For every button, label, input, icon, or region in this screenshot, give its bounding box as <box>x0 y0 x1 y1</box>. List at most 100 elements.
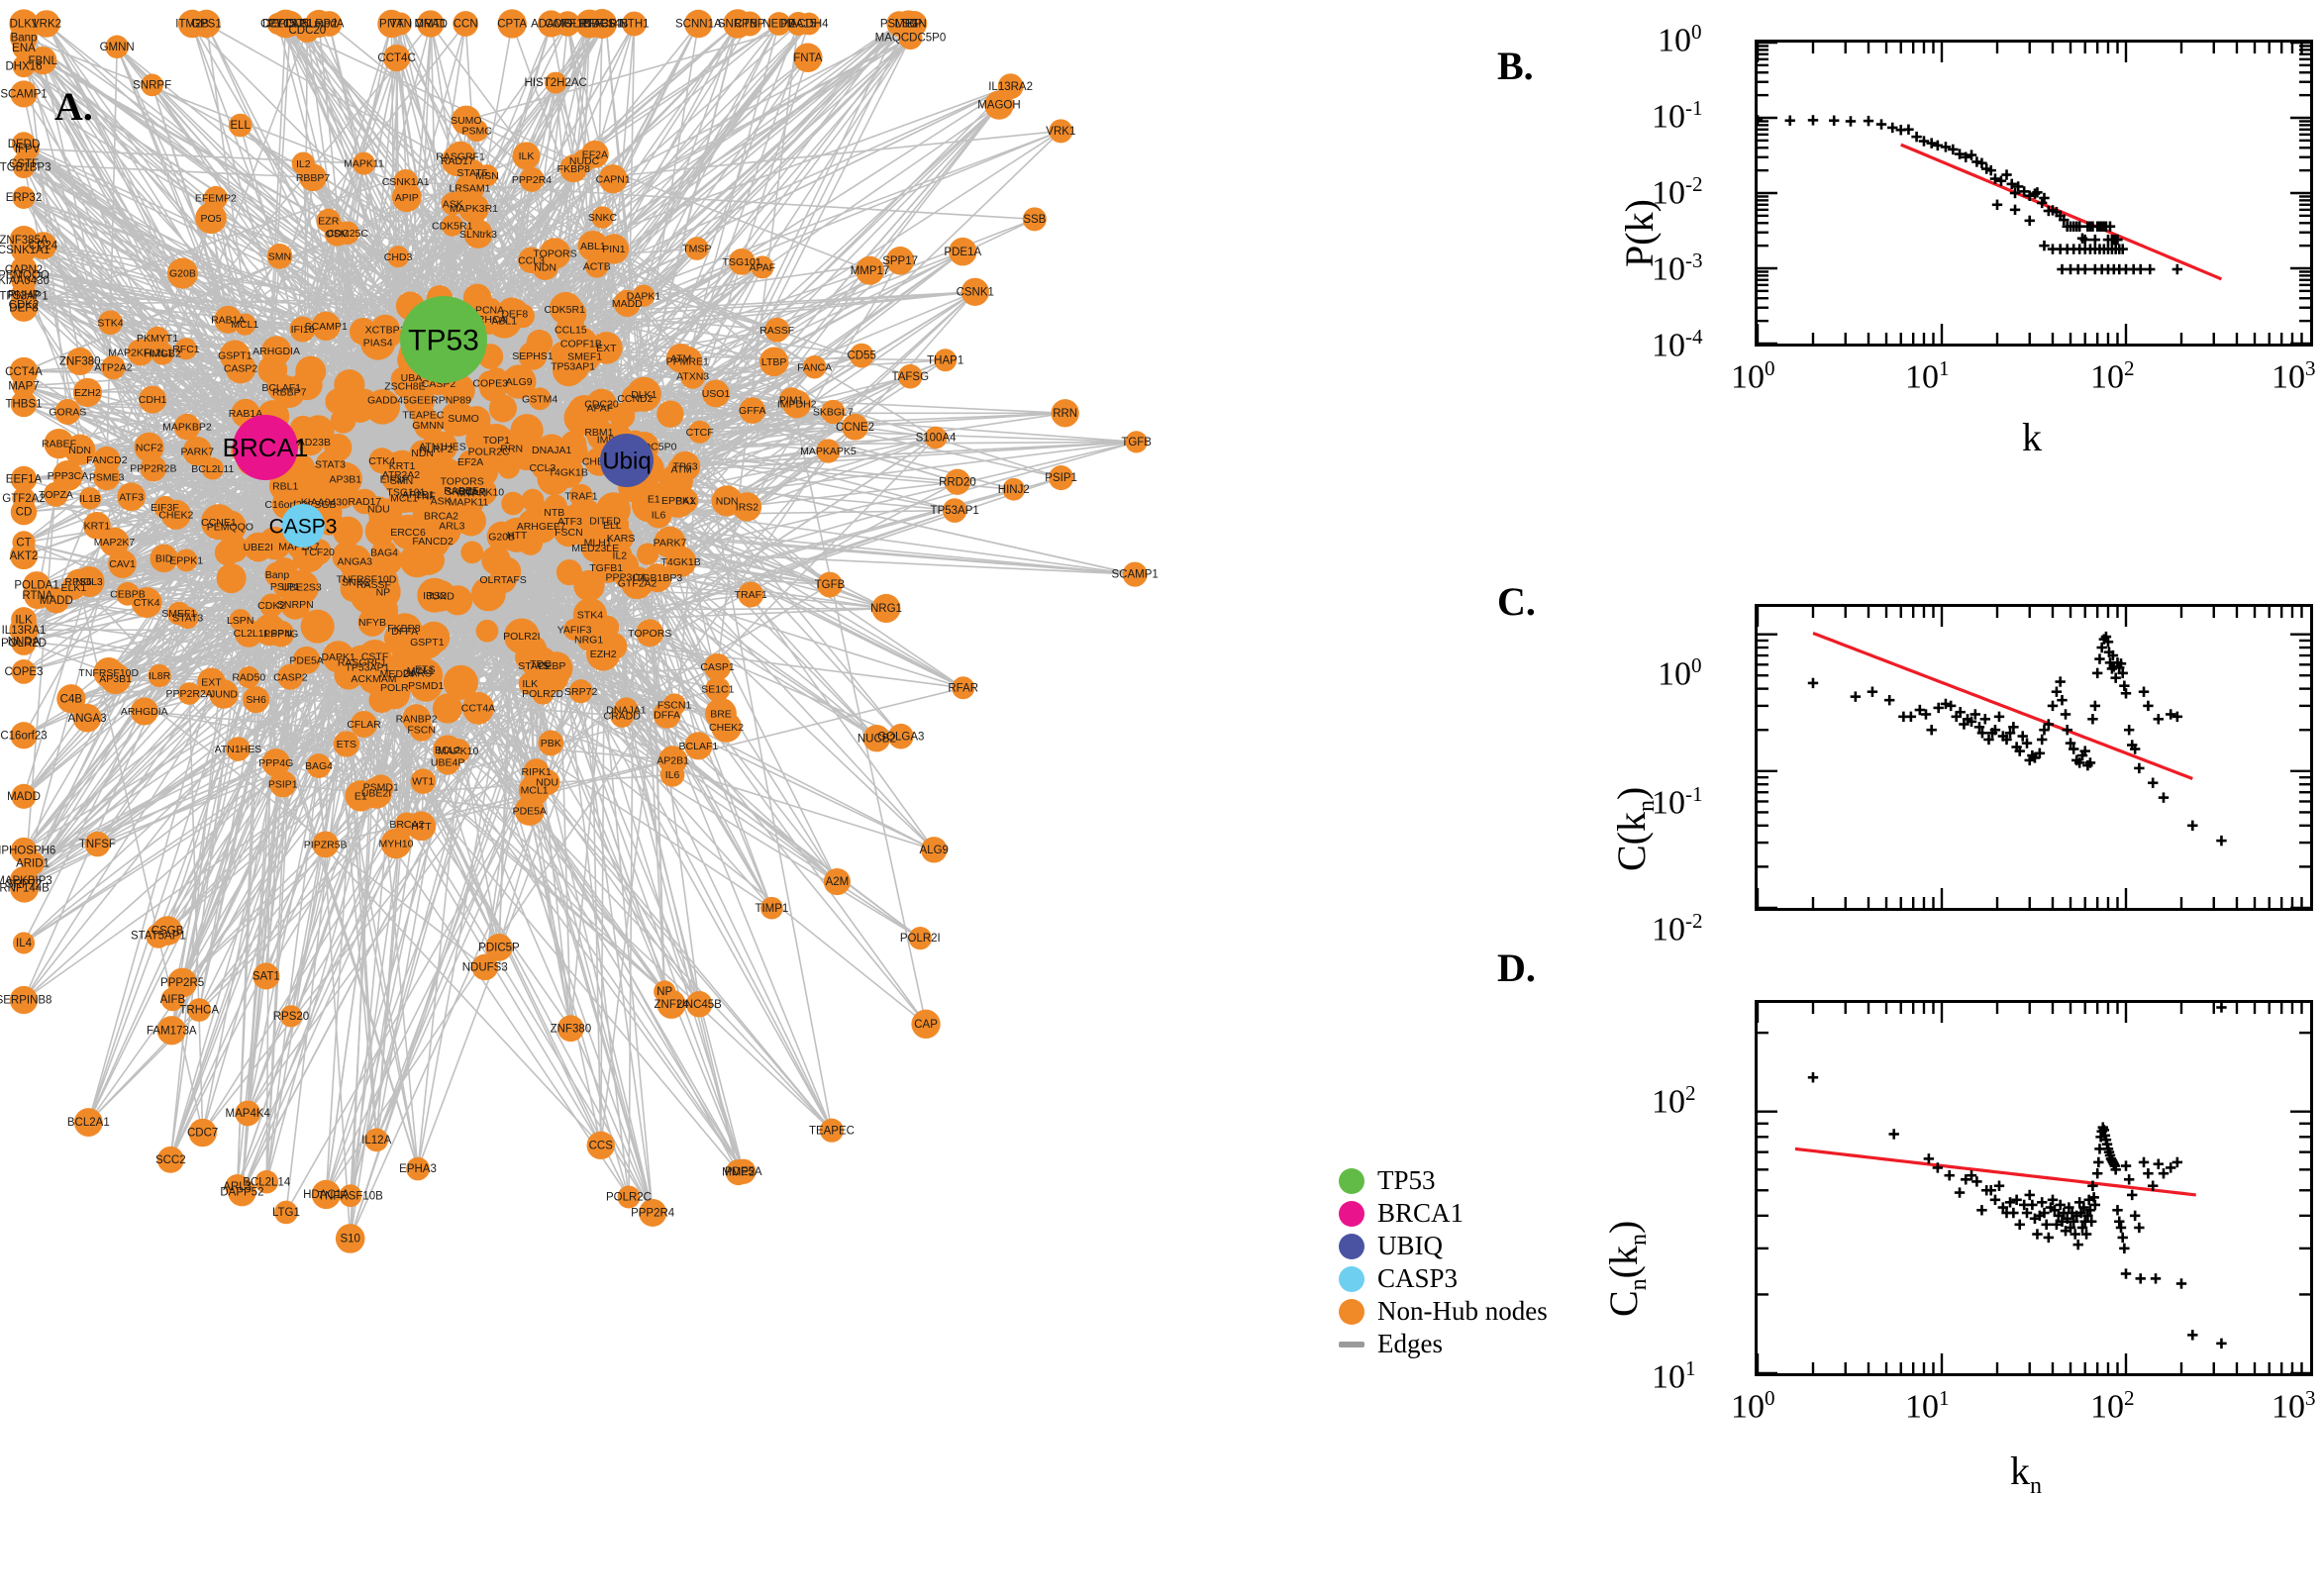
svg-text:HTT: HTT <box>411 821 432 833</box>
plot-frame-d <box>1755 1000 2313 1376</box>
svg-text:HIST2H2AC: HIST2H2AC <box>525 77 587 89</box>
svg-text:POLR2D: POLR2D <box>1 638 47 649</box>
svg-text:SMN: SMN <box>390 475 413 487</box>
svg-text:EF2A: EF2A <box>457 456 483 468</box>
svg-text:CHD3: CHD3 <box>384 251 413 263</box>
svg-text:APIP: APIP <box>395 192 419 204</box>
svg-text:SRP72: SRP72 <box>564 686 597 698</box>
svg-text:E1: E1 <box>648 494 660 506</box>
svg-text:MAPK3R1: MAPK3R1 <box>450 203 498 215</box>
legend-label: CASP3 <box>1377 1263 1459 1293</box>
svg-text:YAFIF3: YAFIF3 <box>557 624 592 636</box>
svg-text:PPP3CA: PPP3CA <box>48 470 88 482</box>
svg-text:TP53AP1: TP53AP1 <box>931 505 979 517</box>
svg-text:PPP2R2A: PPP2R2A <box>166 688 213 700</box>
xaxis-label-b: k <box>2022 415 2042 459</box>
svg-text:PIM1: PIM1 <box>779 394 804 406</box>
svg-text:SNKC: SNKC <box>588 212 618 224</box>
ytick-c-1: 10-1 <box>1652 782 1703 822</box>
svg-text:CHEK2: CHEK2 <box>709 722 744 734</box>
svg-text:ENA: ENA <box>12 43 36 54</box>
svg-text:PSMD1: PSMD1 <box>408 680 444 692</box>
svg-text:TMSP: TMSP <box>682 244 711 255</box>
panel-letter-d: D. <box>1497 946 1536 990</box>
panel-d-neighbor-connectivity: 102 101 100 101 102 103 kn Cn(kn) <box>1601 990 2323 1499</box>
panel-letter-a: A. <box>54 84 93 129</box>
svg-text:CSTF: CSTF <box>9 158 39 170</box>
legend-item-non-hub-nodes: Non-Hub nodes <box>1339 1295 1548 1328</box>
hub-label-tp53: TP53 <box>408 325 479 357</box>
svg-text:SEPHS1: SEPHS1 <box>512 350 554 362</box>
svg-text:ABL1: ABL1 <box>491 315 517 327</box>
svg-text:MAP7: MAP7 <box>8 381 39 393</box>
svg-text:ACTB: ACTB <box>583 261 611 273</box>
svg-text:ZSCH8E: ZSCH8E <box>384 380 425 392</box>
svg-text:IL12A: IL12A <box>361 1135 391 1147</box>
panel-c-clustering-coefficient: 100 10-1 10-2 C(kn) <box>1609 594 2323 950</box>
svg-text:MAGOH: MAGOH <box>977 100 1020 112</box>
svg-text:NDUFS3: NDUFS3 <box>462 962 508 974</box>
svg-text:OLRTAFS: OLRTAFS <box>563 19 615 31</box>
network-legend: TP53 BRCA1 UBIQ CASP3 Non-Hub nodes Edges <box>1339 1164 1548 1360</box>
svg-text:IRS2: IRS2 <box>736 501 759 513</box>
svg-text:CDK2: CDK2 <box>9 300 40 312</box>
svg-text:ELL: ELL <box>230 120 251 132</box>
yaxis-label-d: Cn(kn) <box>1601 1220 1652 1317</box>
svg-text:ETS: ETS <box>337 739 356 750</box>
legend-item-edges: Edges <box>1339 1328 1517 1360</box>
svg-text:UBE4P: UBE4P <box>431 757 464 769</box>
panel-a-network: ARL3 Banp ALG9 CCT4A TP53AP1 SCAMP1 C16orf23 IT… <box>0 9 1159 1253</box>
svg-text:IL13RA2: IL13RA2 <box>988 81 1033 93</box>
svg-text:RRD20: RRD20 <box>939 476 976 488</box>
svg-text:SNRPN: SNRPN <box>277 599 314 611</box>
legend-item-ubiq: UBIQ <box>1339 1230 1517 1262</box>
svg-text:TEAPEC: TEAPEC <box>809 1125 855 1137</box>
svg-text:ANGA3: ANGA3 <box>68 713 107 725</box>
svg-text:IL1B: IL1B <box>79 493 101 505</box>
plot-d-svg <box>1758 1003 2310 1373</box>
network-graph-svg: ARL3BanpALG9CCT4ATP53AP1SCAMP1C16orf23IT… <box>0 9 1159 1253</box>
svg-text:NTB: NTB <box>544 507 564 519</box>
svg-text:CCT4A: CCT4A <box>461 703 495 715</box>
xtick-d-2: 102 <box>2090 1386 2135 1426</box>
svg-text:STAT5: STAT5 <box>456 167 487 179</box>
svg-text:NRG1: NRG1 <box>870 603 902 615</box>
legend-label: Non-Hub nodes <box>1377 1296 1548 1326</box>
svg-text:RANBP2: RANBP2 <box>396 713 438 725</box>
svg-text:GMNN: GMNN <box>100 42 135 53</box>
svg-text:WT1: WT1 <box>412 776 434 788</box>
svg-text:CAV1: CAV1 <box>109 558 136 570</box>
svg-text:NDU: NDU <box>367 503 390 515</box>
svg-text:PARK7: PARK7 <box>654 537 687 549</box>
svg-d-ticks <box>1758 1003 2310 1373</box>
ytick-b-0: 100 <box>1658 20 1702 59</box>
svg-text:IFI16: IFI16 <box>291 324 315 336</box>
yaxis-label-b: P(k) <box>1617 199 1662 267</box>
svg-text:ATN1HES: ATN1HES <box>419 442 466 453</box>
svg-text:STK4: STK4 <box>577 610 603 622</box>
svg-text:DITED: DITED <box>589 516 621 528</box>
svg-text:TCF20: TCF20 <box>303 547 335 558</box>
svg-text:THAP1: THAP1 <box>927 354 963 366</box>
svg-text:HTT: HTT <box>507 530 528 542</box>
svg-text:PPP2R4: PPP2R4 <box>631 1208 675 1220</box>
svg-text:CCNE1: CCNE1 <box>201 517 237 529</box>
svg-text:PDE1A: PDE1A <box>944 247 981 258</box>
xtick-d-3: 103 <box>2272 1386 2316 1426</box>
svg-text:COPE3: COPE3 <box>472 378 508 390</box>
svg-text:CTCF: CTCF <box>686 427 714 439</box>
svg-text:CHEK2: CHEK2 <box>158 509 193 521</box>
svg-text:GOLGA3: GOLGA3 <box>877 731 924 743</box>
svg-text:CDK5R1: CDK5R1 <box>545 304 586 316</box>
svg-text:RBL1: RBL1 <box>272 480 298 492</box>
svg-text:FANCD2: FANCD2 <box>412 536 454 548</box>
svg-text:PSMC: PSMC <box>461 125 492 137</box>
svg-text:NFYB: NFYB <box>358 617 386 629</box>
legend-swatch-non-hub-nodes <box>1339 1298 1364 1325</box>
svg-text:TGFB: TGFB <box>815 579 846 591</box>
svg-text:KARS: KARS <box>607 533 636 545</box>
svg-text:CD: CD <box>16 507 33 519</box>
svg-text:ARID1: ARID1 <box>16 857 50 869</box>
svg-text:KRT1: KRT1 <box>389 460 416 472</box>
svg-text:BAG4: BAG4 <box>370 548 398 559</box>
